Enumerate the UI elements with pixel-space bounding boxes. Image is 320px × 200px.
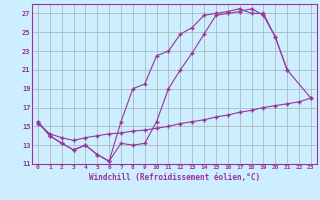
X-axis label: Windchill (Refroidissement éolien,°C): Windchill (Refroidissement éolien,°C) (89, 173, 260, 182)
